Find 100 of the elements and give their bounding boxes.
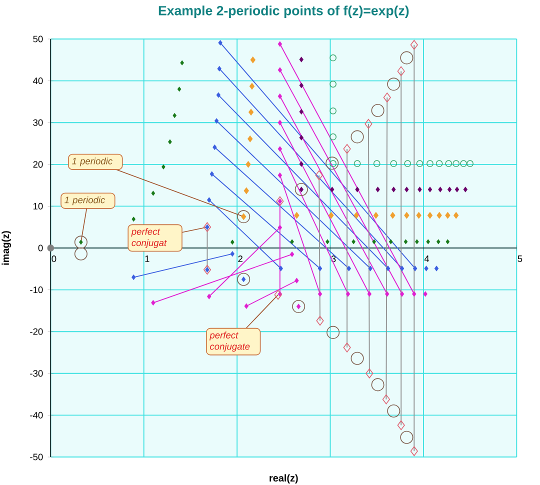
point	[386, 266, 390, 272]
point	[382, 394, 390, 404]
point	[278, 67, 282, 73]
y-axis-title: imag(z)	[2, 231, 12, 265]
point	[423, 291, 428, 297]
annotation: perfect conjugate	[209, 332, 250, 352]
point	[350, 352, 364, 365]
point	[162, 164, 166, 170]
point	[316, 316, 324, 326]
point	[318, 266, 322, 272]
point	[448, 186, 452, 192]
point	[248, 136, 253, 142]
point	[400, 430, 414, 444]
point	[404, 239, 408, 244]
point	[278, 94, 282, 99]
point	[354, 212, 359, 219]
point	[466, 160, 474, 168]
point	[250, 56, 256, 64]
point	[47, 244, 54, 252]
point	[246, 161, 251, 168]
annotation: 1 periodic	[72, 158, 112, 166]
x-tick-label: 0	[52, 256, 56, 262]
point	[248, 108, 254, 116]
point	[392, 186, 396, 192]
point	[330, 186, 334, 192]
point	[438, 186, 442, 192]
point	[210, 171, 214, 177]
point	[180, 60, 184, 66]
point	[274, 290, 282, 300]
point	[177, 86, 182, 92]
point	[445, 160, 452, 168]
x-tick-label: 2	[238, 256, 242, 262]
point	[278, 266, 283, 272]
y-tick-label: 40	[33, 78, 43, 84]
y-tick-label: -10	[30, 286, 43, 294]
point	[371, 104, 384, 117]
point	[436, 239, 440, 244]
point	[413, 266, 418, 272]
point	[330, 107, 337, 114]
point	[172, 113, 176, 118]
annotation: 1 periodic	[64, 196, 106, 206]
point	[330, 54, 337, 62]
point	[343, 342, 351, 352]
point	[397, 420, 405, 430]
point	[299, 56, 304, 62]
point	[218, 40, 222, 46]
point	[400, 291, 404, 297]
point	[330, 80, 337, 88]
point	[294, 212, 300, 219]
point	[397, 66, 405, 76]
point	[326, 156, 339, 170]
point	[463, 186, 468, 192]
point	[354, 160, 361, 168]
point	[376, 186, 380, 192]
point	[372, 239, 376, 244]
x-tick-label: 4	[424, 256, 430, 262]
point	[299, 135, 304, 140]
point	[454, 186, 460, 192]
point	[278, 41, 282, 47]
point	[216, 92, 220, 98]
point	[404, 186, 409, 192]
point	[326, 239, 330, 244]
point	[383, 92, 391, 102]
y-tick-label: 50	[33, 36, 43, 42]
point	[416, 160, 424, 168]
y-tick-label: -40	[30, 412, 43, 418]
point	[343, 144, 351, 154]
point	[315, 170, 323, 180]
point	[373, 160, 380, 168]
point	[290, 252, 294, 257]
point	[373, 212, 378, 219]
point	[367, 291, 372, 297]
point	[346, 291, 350, 297]
point	[404, 160, 412, 168]
point	[387, 404, 400, 418]
y-tick-label: 10	[34, 202, 43, 210]
point	[364, 118, 372, 129]
point	[404, 212, 410, 219]
point	[294, 278, 299, 284]
point	[415, 239, 419, 244]
point	[428, 186, 432, 192]
x-tick-label: 5	[518, 256, 522, 262]
point	[207, 197, 212, 203]
point	[346, 266, 351, 272]
point	[230, 240, 234, 245]
point	[426, 160, 434, 168]
point	[445, 212, 450, 219]
point	[132, 274, 136, 280]
point	[426, 239, 430, 244]
annotation: perfect conjugat	[131, 228, 167, 248]
point	[217, 66, 222, 72]
point	[205, 224, 210, 230]
point	[278, 198, 282, 204]
point	[74, 236, 88, 249]
point	[436, 160, 443, 168]
point	[244, 187, 249, 194]
point	[371, 378, 384, 392]
point	[299, 161, 304, 167]
point	[452, 160, 460, 168]
point	[292, 300, 306, 314]
